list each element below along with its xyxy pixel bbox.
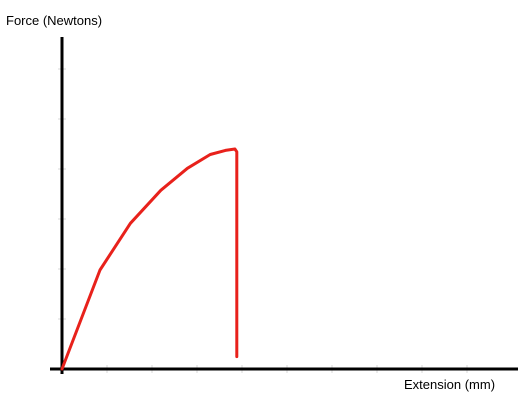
series-line-0 (60, 147, 239, 371)
x-axis-label: Extension (mm) (404, 377, 495, 392)
y-axis-label: Force (Newtons) (6, 13, 102, 28)
series-layer (60, 147, 239, 371)
